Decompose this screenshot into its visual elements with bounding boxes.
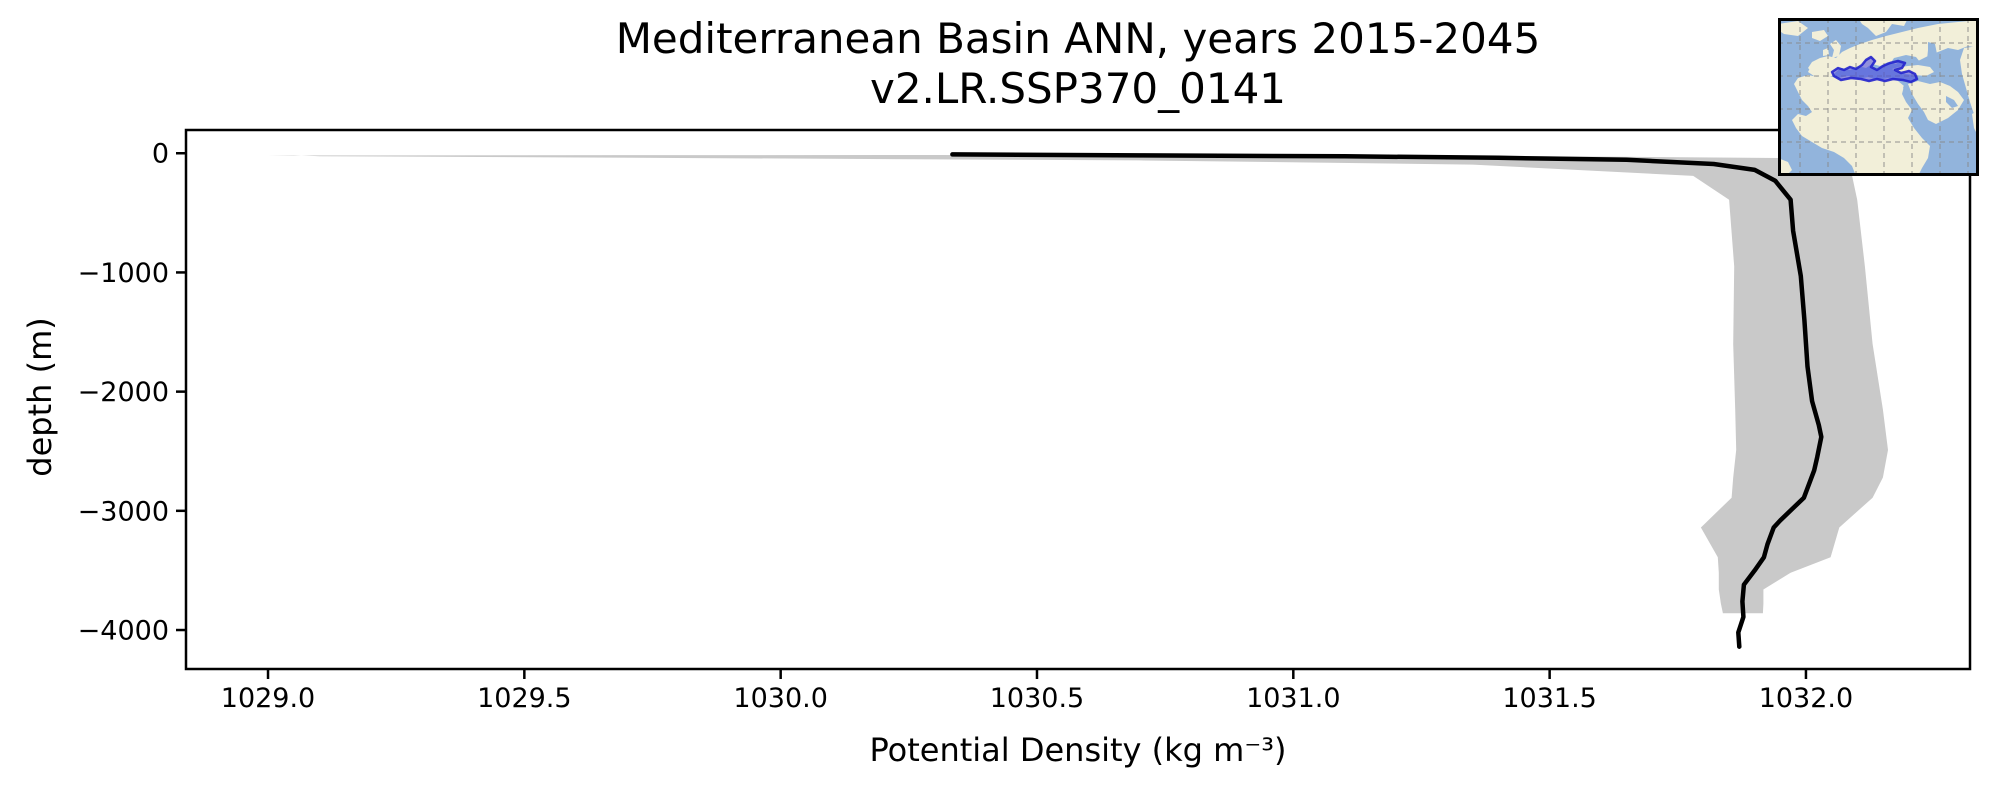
- x-tick-label: 1030.0: [733, 683, 827, 714]
- minmax-band: [268, 155, 1888, 614]
- chart-title-line1: Mediterranean Basin ANN, years 2015-2045: [615, 14, 1541, 63]
- persian-gulf: [1946, 96, 1958, 108]
- chart-title-line2: v2.LR.SSP370_0141: [869, 64, 1287, 113]
- x-tick-label: 1031.5: [1502, 683, 1596, 714]
- x-tick-label: 1029.5: [477, 683, 571, 714]
- y-tick-label: −4000: [78, 616, 169, 647]
- land-europe: [1808, 20, 1979, 74]
- map-inland-seas: [1892, 42, 1958, 120]
- x-tick-label: 1031.0: [1246, 683, 1340, 714]
- inset-map: [1778, 18, 1979, 176]
- map-land: [1778, 18, 1979, 176]
- y-tick-label: −2000: [78, 377, 169, 408]
- land-iran-india: [1960, 46, 1979, 114]
- map-frame: [1778, 18, 1979, 176]
- mediterranean-region: [1830, 55, 1919, 84]
- land-arabia: [1908, 81, 1964, 124]
- caspian-sea: [1927, 42, 1937, 64]
- x-tick-label: 1029.0: [221, 683, 315, 714]
- red-sea: [1903, 86, 1925, 120]
- y-tick-label: −3000: [78, 496, 169, 527]
- x-tick-label: 1032.0: [1759, 683, 1853, 714]
- land-scandinavia: [1858, 18, 1908, 36]
- land-africa: [1792, 75, 1930, 176]
- x-tick-label: 1030.5: [990, 683, 1084, 714]
- chart-title: Mediterranean Basin ANN, years 2015-2045…: [186, 14, 1970, 114]
- y-tick-label: 0: [152, 139, 169, 170]
- land-britain: [1830, 40, 1841, 58]
- land-iceland: [1812, 30, 1828, 41]
- y-tick-label: −1000: [78, 258, 169, 289]
- land-greenland: [1778, 21, 1808, 36]
- x-axis-label: Potential Density (kg m⁻³): [869, 731, 1287, 769]
- plot-frame: [184, 128, 1972, 671]
- land-south-america: [1778, 158, 1792, 176]
- mean-profile-line: [950, 152, 1824, 649]
- land-iberia: [1808, 66, 1838, 78]
